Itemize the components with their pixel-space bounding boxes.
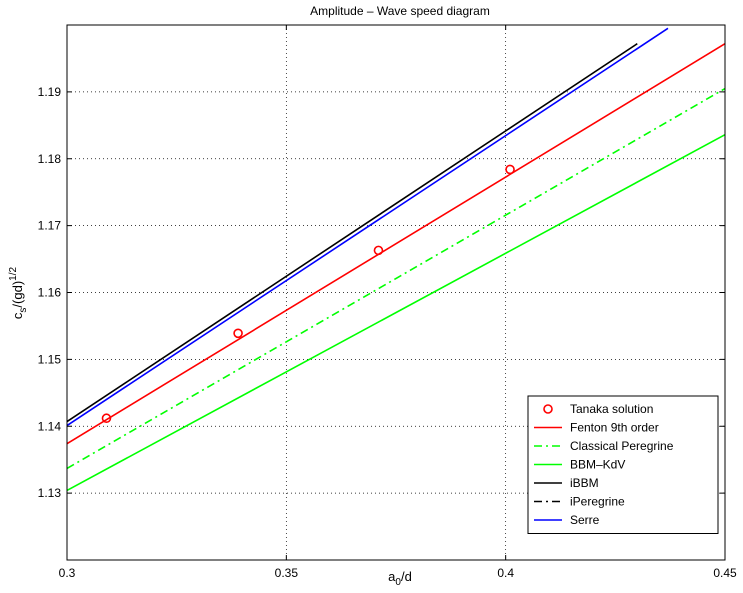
y-axis-label-rest: /(gd): [10, 281, 25, 308]
x-axis: 0.3 0.35 0.4 0.45: [59, 25, 737, 580]
x-axis-label-base: a: [388, 569, 396, 584]
plot-lines: [66, 27, 726, 492]
y-axis-label-base: c: [10, 312, 25, 319]
chart-title: Amplitude – Wave speed diagram: [310, 4, 490, 18]
legend-iperegrine-label: iPeregrine: [570, 495, 625, 509]
y-tick-label: 1.16: [38, 286, 62, 300]
x-axis-label: a0/d: [388, 569, 412, 588]
legend-tanaka-solution-label: Tanaka solution: [570, 402, 653, 416]
y-tick-label: 1.13: [38, 486, 62, 500]
y-axis-label-subscript: s: [18, 308, 29, 313]
legend-serre-label: Serre: [570, 513, 600, 527]
legend-tanaka-solution-marker: [543, 404, 553, 414]
series-ibbm-line: [66, 43, 638, 423]
y-tick-label: 1.14: [38, 419, 62, 433]
series-fenton-9th-order-line: [66, 43, 726, 445]
legend-ibbm-label: iBBM: [570, 476, 599, 490]
series-classical-peregrine-line: [66, 87, 726, 470]
legend: Tanaka solution Fenton 9th order Classical…: [527, 395, 719, 534]
y-tick-label: 1.18: [38, 152, 62, 166]
x-axis-label-subscript: 0: [395, 577, 401, 588]
series-tanaka-solution-point-1: [233, 328, 243, 339]
series-serre-line: [66, 27, 669, 427]
y-axis-label: cs/(gd)1/2: [8, 266, 29, 319]
legend-bbm-kdv-label: BBM–KdV: [570, 458, 625, 472]
x-axis-label-rest: /d: [401, 569, 412, 584]
legend-fenton-9th-order-label: Fenton 9th order: [570, 421, 659, 435]
y-axis: 1.13 1.14 1.15 1.16 1.17 1.18 1.19: [38, 85, 725, 500]
series-tanaka-solution-point-0: [101, 413, 112, 424]
x-tick-label: 0.3: [59, 566, 76, 580]
y-tick-label: 1.15: [38, 352, 62, 366]
y-tick-label: 1.19: [38, 85, 62, 99]
x-tick-label: 0.45: [713, 566, 737, 580]
series-bbm-kdv-line: [66, 133, 726, 492]
y-tick-label: 1.17: [38, 219, 62, 233]
y-axis-label-superscript: 1/2: [8, 266, 19, 280]
x-tick-label: 0.4: [497, 566, 514, 580]
legend-classical-peregrine-label: Classical Peregrine: [570, 439, 674, 453]
x-tick-label: 0.35: [275, 566, 299, 580]
